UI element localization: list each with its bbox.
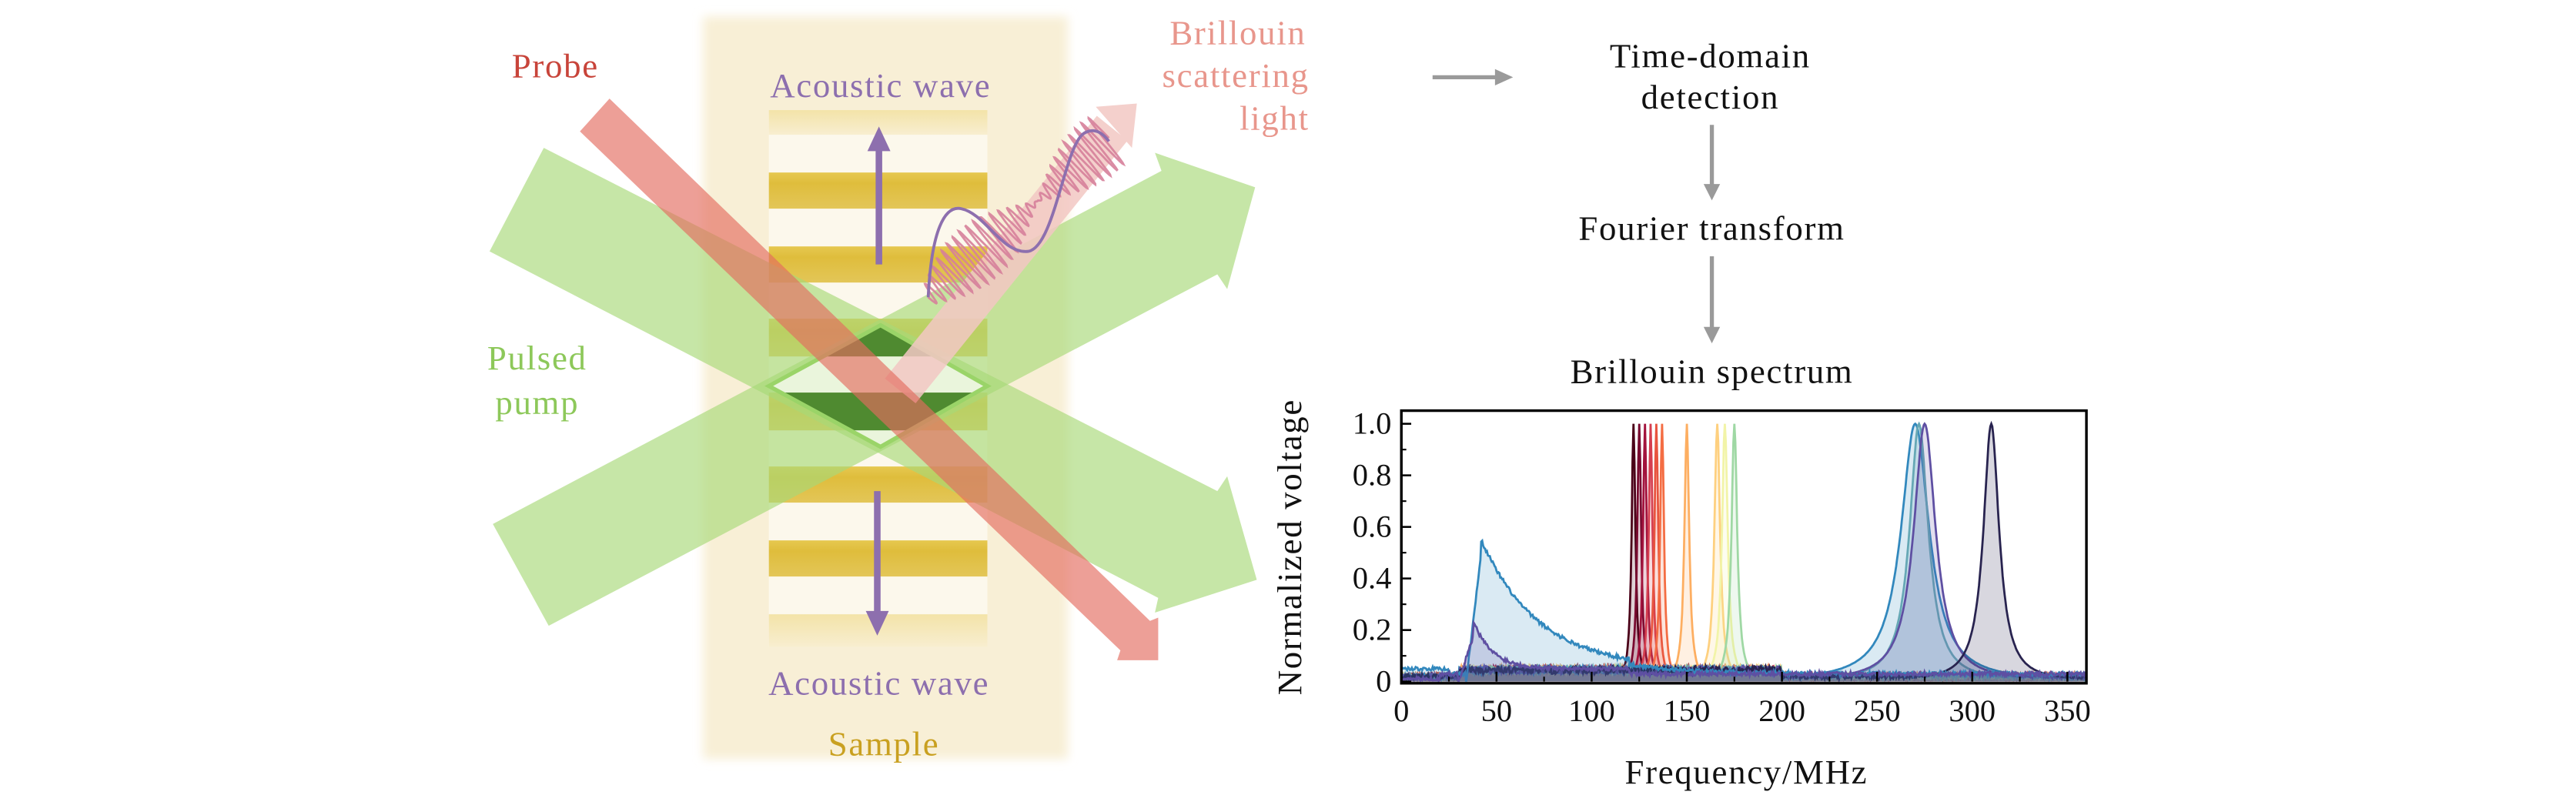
acoustic-arrow-up [867, 126, 891, 265]
flow-arrow-1 [1432, 68, 1514, 86]
flow-arrow-2 [1703, 125, 1721, 201]
detection-label-line2: detection [1641, 78, 1780, 116]
detection-label-line1: Time-domain [1610, 37, 1811, 75]
pump-label-line2: pump [495, 383, 579, 422]
acoustic-wave-bottom-label: Acoustic wave [768, 664, 989, 703]
y-tick-label: 0.4 [1353, 560, 1392, 595]
wave-packet [923, 115, 1126, 305]
scattered-light-arrow [885, 103, 1137, 404]
x-tick-label: 300 [1949, 693, 1996, 728]
fourier-label: Fourier transform [1578, 209, 1845, 248]
brillouin-label-line2: scattering [1163, 56, 1310, 95]
spectrum-fill [1401, 423, 2087, 682]
plot-frame [1400, 409, 2088, 685]
spectrum-fill [1401, 540, 2087, 682]
acoustic-wave-top-label: Acoustic wave [770, 66, 991, 105]
x-tick-label: 350 [2044, 693, 2091, 728]
pump-label-line1: Pulsed [487, 339, 587, 377]
y-tick-label: 0 [1376, 663, 1391, 698]
spectrum-fill [1401, 623, 2087, 682]
x-tick-label: 100 [1568, 693, 1615, 728]
x-tick-label: 0 [1393, 693, 1409, 728]
brillouin-label-line1: Brillouin [1169, 14, 1306, 52]
flow-arrow-3 [1703, 256, 1721, 344]
y-tick-label: 0.2 [1353, 612, 1392, 646]
brillouin-label-line3: light [1239, 99, 1310, 138]
y-tick-label: 0.6 [1353, 509, 1392, 543]
y-tick-label: 0.8 [1353, 457, 1392, 492]
spectrum-fill [1401, 423, 2087, 682]
y-axis-label: Normalized voltage [1270, 399, 1309, 695]
probe-beam [580, 99, 1159, 660]
probe-label: Probe [512, 46, 599, 85]
x-tick-label: 200 [1758, 693, 1805, 728]
sample-label: Sample [828, 725, 940, 763]
spectrum-chart: 0 50 100 150 200 250 300 350 0 0.2 0.4 0.6 0.8 1.0 No… [1270, 399, 2091, 791]
spectrum-fill [1401, 423, 2087, 682]
spectrum-fill [1401, 423, 2087, 682]
spectrum-title: Brillouin spectrum [1571, 352, 1854, 390]
acoustic-arrow-down [865, 491, 889, 636]
x-tick-label: 250 [1854, 693, 1901, 728]
y-tick-label: 1.0 [1353, 406, 1392, 440]
x-axis-label: Frequency/MHz [1624, 753, 1868, 791]
x-tick-label: 50 [1481, 693, 1513, 728]
x-tick-label: 150 [1664, 693, 1711, 728]
